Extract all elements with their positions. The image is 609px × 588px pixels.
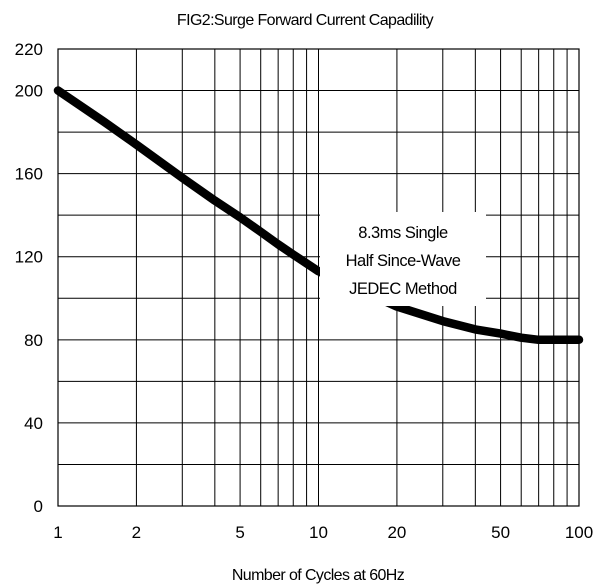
y-tick-label: 220 [15,40,43,59]
x-tick-label: 20 [387,523,406,542]
annotation-line-1: 8.3ms Single [358,224,448,242]
x-tick-label: 1 [53,523,62,542]
y-tick-label: 80 [24,331,43,350]
y-tick-label: 0 [34,497,43,516]
annotation-line-3: JEDEC Method [349,280,457,298]
annotation-line-2: Half Since-Wave [346,252,461,270]
x-tick-label: 50 [491,523,510,542]
y-tick-label: 120 [15,248,43,267]
plot-frame [57,48,580,507]
x-tick-label: 10 [309,523,328,542]
axis-ticks: 1 2 5 10 20 50 100 0 40 80 120 160 200 220 [15,40,594,542]
grid [58,49,579,506]
x-axis-label: Number of Cycles at 60Hz [232,567,405,584]
x-tick-label: 2 [132,523,141,542]
y-tick-label: 160 [15,165,43,184]
y-tick-label: 200 [15,82,43,101]
x-tick-label: 5 [235,523,244,542]
annotation-box [320,212,486,306]
x-tick-label: 100 [565,523,593,542]
y-tick-label: 40 [24,414,43,433]
chart-title: FIG2:Surge Forward Current Capadility [177,12,434,29]
surge-current-curve [53,86,584,345]
